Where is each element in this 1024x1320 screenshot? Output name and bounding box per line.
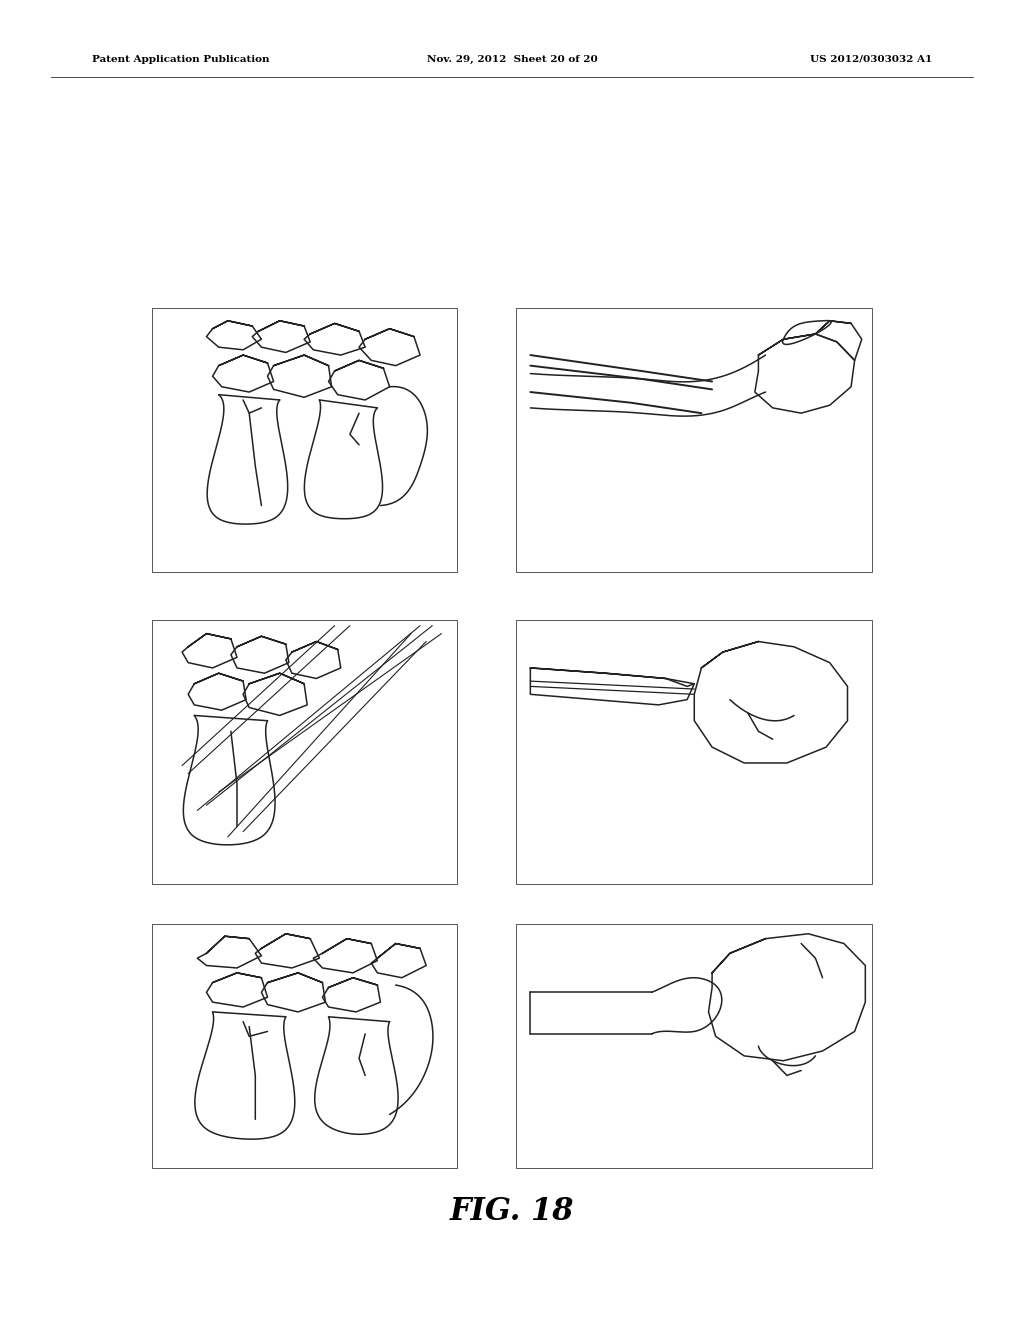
Text: US 2012/0303032 A1: US 2012/0303032 A1 <box>810 55 932 63</box>
Bar <box>152 924 457 1168</box>
Text: Nov. 29, 2012  Sheet 20 of 20: Nov. 29, 2012 Sheet 20 of 20 <box>427 55 597 63</box>
Bar <box>516 620 872 884</box>
Bar <box>152 308 457 572</box>
Bar <box>152 620 457 884</box>
Text: FIG. 18: FIG. 18 <box>450 1196 574 1228</box>
Bar <box>516 924 872 1168</box>
Text: Patent Application Publication: Patent Application Publication <box>92 55 269 63</box>
Bar <box>516 308 872 572</box>
